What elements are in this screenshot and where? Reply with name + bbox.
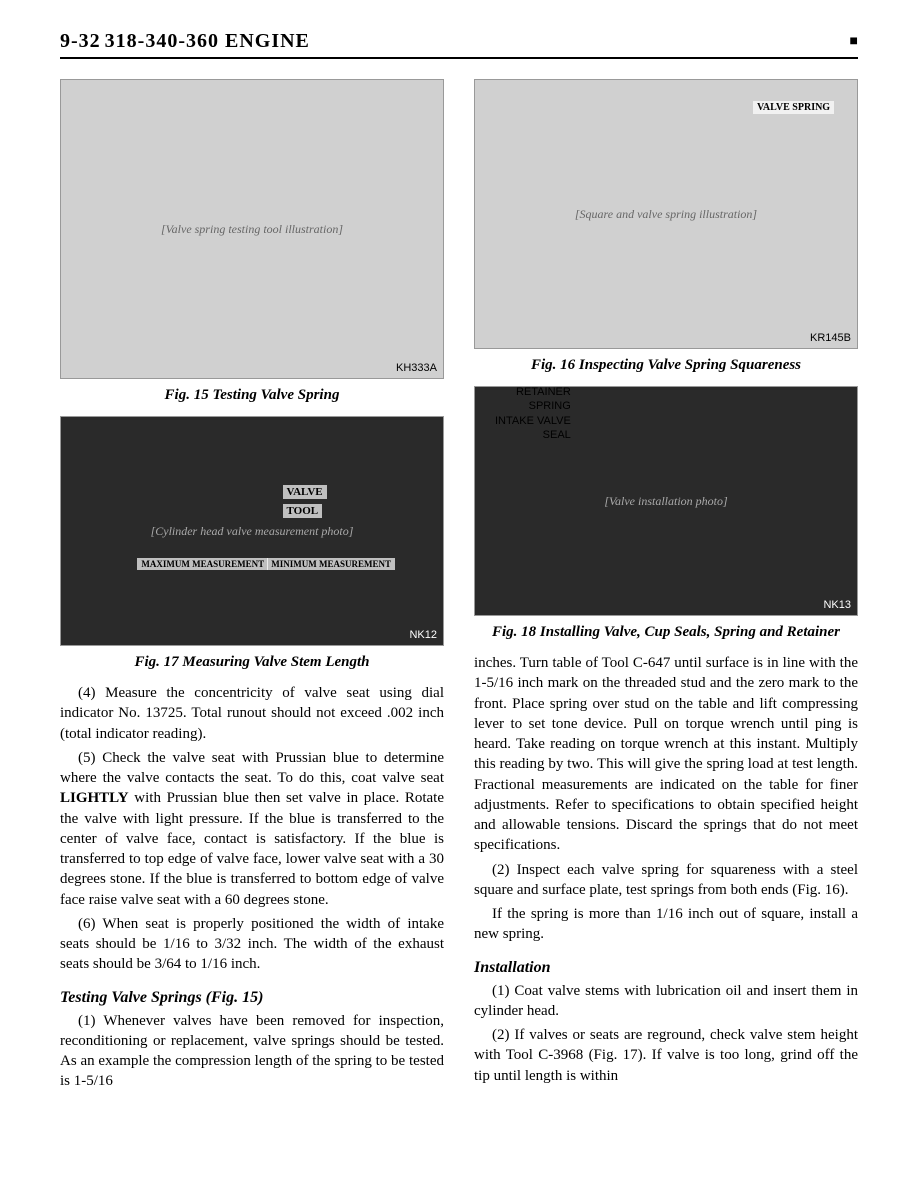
figure-15-image: [Valve spring testing tool illustration]…: [60, 79, 444, 379]
figure-17-label-tool: TOOL: [283, 504, 323, 518]
header-title: 318-340-360 ENGINE: [105, 30, 310, 52]
figure-16-code: KR145B: [810, 332, 851, 344]
figure-17-label-valve: VALVE: [283, 485, 327, 499]
figure-18-code: NK13: [823, 599, 851, 611]
para-6: (6) When seat is properly positioned the…: [60, 914, 444, 975]
figure-17-placeholder: [Cylinder head valve measurement photo]: [151, 524, 354, 539]
figure-16-placeholder: [Square and valve spring illustration]: [575, 207, 757, 222]
para-5: (5) Check the valve seat with Prussian b…: [60, 748, 444, 910]
heading-testing-springs: Testing Valve Springs (Fig. 15): [60, 989, 444, 1007]
figure-16-image: [Square and valve spring illustration] V…: [474, 79, 858, 349]
right-para-square: If the spring is more than 1/16 inch out…: [474, 904, 858, 945]
callout-seal: SEAL: [495, 428, 571, 442]
figure-17-caption: Fig. 17 Measuring Valve Stem Length: [60, 654, 444, 671]
figure-15-caption: Fig. 15 Testing Valve Spring: [60, 387, 444, 404]
page-title: 9-32 318-340-360 ENGINE: [60, 30, 310, 53]
figure-17: [Cylinder head valve measurement photo] …: [60, 416, 444, 671]
right-para-2: (2) Inspect each valve spring for square…: [474, 860, 858, 901]
figure-18-callouts: RETAINER SPRING INTAKE VALVE SEAL: [495, 385, 571, 442]
callout-spring: SPRING: [495, 399, 571, 413]
page-header: 9-32 318-340-360 ENGINE ■: [60, 30, 858, 59]
install-para-2: (2) If valves or seats are reground, che…: [474, 1025, 858, 1086]
figure-16-caption: Fig. 16 Inspecting Valve Spring Squarene…: [474, 357, 858, 374]
page-number: 9-32: [60, 30, 101, 52]
right-column: [Square and valve spring illustration] V…: [474, 79, 858, 1096]
figure-15-code: KH333A: [396, 362, 437, 374]
content-area: [Valve spring testing tool illustration]…: [60, 79, 858, 1096]
figure-17-code: NK12: [409, 629, 437, 641]
figure-18-caption: Fig. 18 Installing Valve, Cup Seals, Spr…: [474, 624, 858, 641]
figure-17-label-min: MINIMUM MEASUREMENT: [267, 558, 395, 570]
heading-installation: Installation: [474, 959, 858, 977]
figure-18-image: RETAINER SPRING INTAKE VALVE SEAL [Valve…: [474, 386, 858, 616]
springs-para-1: (1) Whenever valves have been removed fo…: [60, 1011, 444, 1092]
para-4: (4) Measure the concentricity of valve s…: [60, 683, 444, 744]
figure-16: [Square and valve spring illustration] V…: [474, 79, 858, 374]
figure-17-label-max: MAXIMUM MEASUREMENT: [137, 558, 268, 570]
left-column: [Valve spring testing tool illustration]…: [60, 79, 444, 1096]
figure-17-image: [Cylinder head valve measurement photo] …: [60, 416, 444, 646]
figure-15-placeholder: [Valve spring testing tool illustration]: [161, 222, 343, 237]
figure-18-placeholder: [Valve installation photo]: [604, 494, 727, 509]
figure-16-callout: VALVE SPRING: [753, 101, 834, 114]
figure-15: [Valve spring testing tool illustration]…: [60, 79, 444, 404]
callout-intake-valve: INTAKE VALVE: [495, 414, 571, 428]
header-marker: ■: [850, 34, 858, 50]
right-continuation: inches. Turn table of Tool C-647 until s…: [474, 653, 858, 856]
install-para-1: (1) Coat valve stems with lubrication oi…: [474, 981, 858, 1022]
callout-retainer: RETAINER: [495, 385, 571, 399]
figure-18: RETAINER SPRING INTAKE VALVE SEAL [Valve…: [474, 386, 858, 641]
